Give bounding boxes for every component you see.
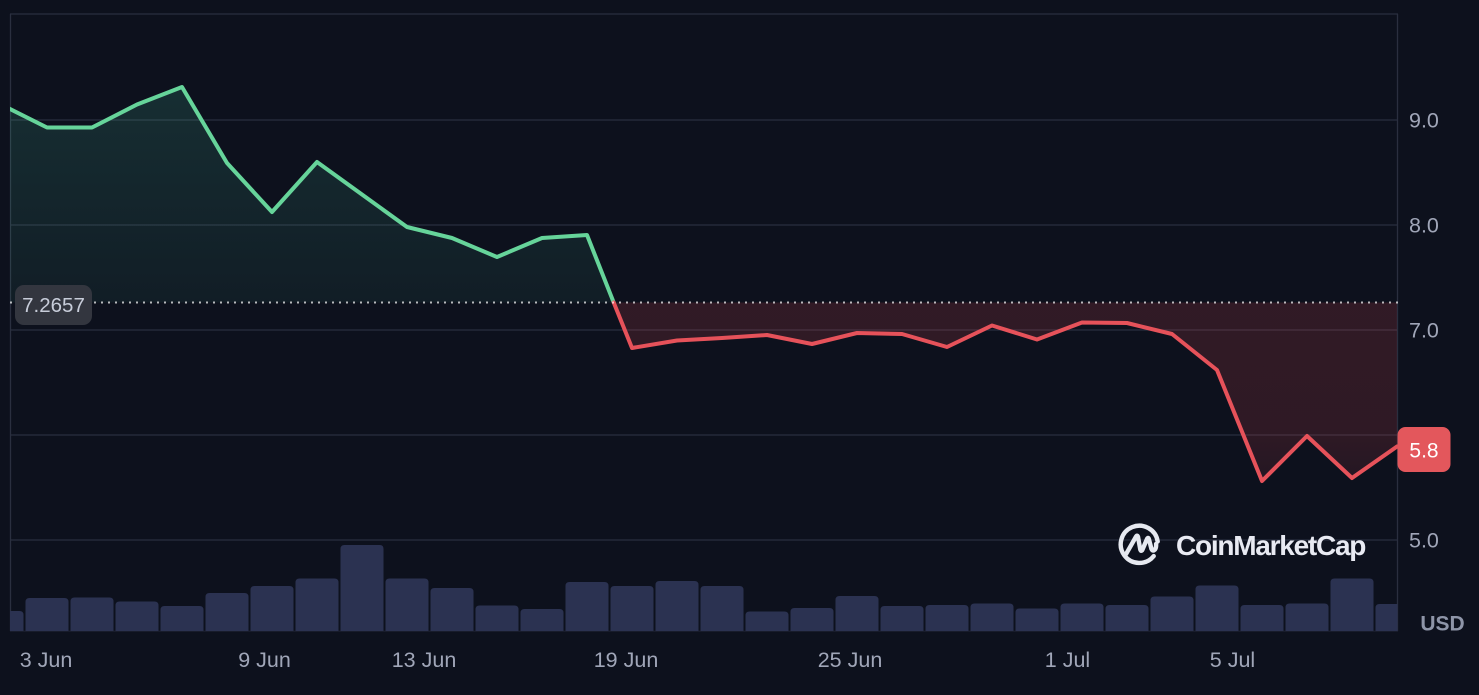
svg-text:USD: USD: [1420, 613, 1464, 636]
svg-text:7.2657: 7.2657: [22, 294, 85, 317]
svg-text:9.0: 9.0: [1409, 109, 1439, 133]
svg-text:5 Jul: 5 Jul: [1210, 648, 1255, 672]
svg-text:1 Jul: 1 Jul: [1045, 648, 1090, 672]
svg-text:7.0: 7.0: [1409, 319, 1439, 343]
svg-text:13 Jun: 13 Jun: [392, 648, 457, 672]
svg-text:19 Jun: 19 Jun: [594, 648, 659, 672]
svg-text:CoinMarketCap: CoinMarketCap: [1176, 530, 1365, 561]
svg-text:9 Jun: 9 Jun: [238, 648, 291, 672]
svg-text:5.8: 5.8: [1409, 440, 1438, 463]
svg-text:8.0: 8.0: [1409, 214, 1439, 238]
svg-text:3 Jun: 3 Jun: [20, 648, 73, 672]
svg-text:25 Jun: 25 Jun: [818, 648, 883, 672]
svg-text:5.0: 5.0: [1409, 529, 1439, 553]
